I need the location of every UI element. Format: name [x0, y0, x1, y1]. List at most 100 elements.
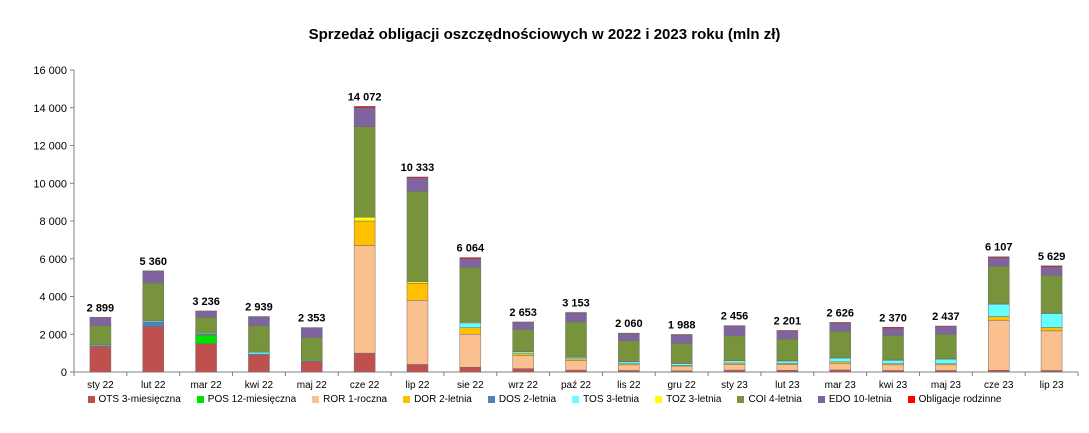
bar-segment [353, 245, 376, 354]
bar-segment [882, 327, 904, 329]
bar-segment [618, 333, 640, 341]
total-data-label: 2 060 [615, 318, 643, 330]
bar-segment [987, 303, 1010, 317]
total-data-label: 14 072 [348, 91, 382, 103]
bar-segment [512, 329, 534, 352]
bar-segment [618, 361, 640, 364]
total-data-label: 2 437 [932, 311, 960, 323]
bar-segment [301, 327, 323, 338]
x-tick-label: sty 23 [721, 380, 748, 391]
labels: 2 899 sty 22 5 360 lut 22 3 236 mar 22 2 939 kw… [87, 91, 1066, 391]
y-tick-label: 4 000 [39, 292, 67, 304]
bar-segment [776, 360, 799, 364]
bar-segment [987, 256, 1010, 258]
bar-segment [353, 352, 376, 373]
total-data-label: 2 899 [87, 302, 115, 314]
bar-segment [142, 326, 165, 373]
bars [89, 106, 1063, 373]
bar-segment [353, 106, 376, 108]
legend-label: POS 12-miesięczna [207, 394, 297, 405]
bar-segment [459, 367, 482, 373]
x-tick-label: kwi 22 [245, 380, 274, 391]
x-tick-label: sie 22 [457, 380, 484, 391]
bar-segment [987, 257, 1010, 267]
x-tick-label: lip 23 [1040, 380, 1064, 391]
bar-segment [142, 282, 165, 322]
bar-segment [723, 369, 746, 373]
legend-item: COI 4-letnia [737, 394, 802, 405]
x-tick-label: cze 22 [350, 380, 380, 391]
bar-segment [512, 368, 534, 373]
legend-item: Obligacje rodzinne [907, 394, 1001, 405]
total-data-label: 2 370 [879, 312, 907, 324]
bar-segment [670, 363, 693, 366]
legend-label: EDO 10-letnia [828, 394, 892, 405]
total-data-label: 2 653 [509, 307, 537, 319]
bar-segment [670, 343, 693, 364]
bar-segment [565, 360, 587, 371]
bar-segment [195, 317, 217, 334]
bar-segment [723, 335, 746, 361]
x-tick-label: kwi 23 [879, 380, 908, 391]
bar-segment [195, 334, 217, 344]
total-data-label: 10 333 [401, 162, 435, 174]
bar-segment [776, 370, 799, 373]
y-tick-label: 8 000 [39, 216, 67, 228]
bar-segment [618, 364, 640, 371]
bar-segment [406, 300, 429, 365]
bar-segment [512, 352, 534, 356]
bar-segment [987, 265, 1010, 305]
legend-item: TOS 3-letnia [572, 394, 639, 405]
total-data-label: 2 456 [721, 311, 749, 323]
legend-swatch [817, 396, 825, 403]
total-data-label: 1 988 [668, 319, 696, 331]
bar-segment [195, 310, 217, 318]
bar-segment [565, 369, 587, 373]
bar-segment [248, 316, 270, 327]
bar-segment [142, 270, 165, 284]
bar-segment [565, 312, 587, 314]
legend-label: COI 4-letnia [748, 394, 802, 405]
legend-label: ROR 1-roczna [323, 394, 388, 405]
x-tick-label: lis 22 [617, 380, 641, 391]
legend-swatch [572, 396, 580, 403]
bar-segment [882, 335, 904, 361]
chart-title: Sprzedaż obligacji oszczędnościowych w 2… [308, 26, 781, 43]
legend-item: DOS 2-letnia [487, 394, 556, 405]
bar-segment [935, 364, 957, 371]
legend-swatch [196, 396, 204, 403]
bar-segment [935, 334, 957, 360]
bar-segment [459, 266, 482, 323]
x-tick-label: paź 22 [561, 380, 591, 391]
bar-segment [776, 338, 799, 361]
bar-segment [776, 364, 799, 371]
bar-segment [512, 322, 534, 330]
legend-item: TOZ 3-letnia [655, 394, 721, 405]
legend-item: ROR 1-roczna [312, 394, 387, 405]
total-data-label: 2 201 [774, 315, 802, 327]
bar-segment [829, 369, 851, 373]
x-tick-label: sty 22 [87, 380, 114, 391]
x-tick-label: maj 23 [931, 380, 961, 391]
bar-segment [829, 330, 851, 358]
bar-segment [565, 358, 587, 361]
legend-item: EDO 10-letnia [817, 394, 892, 405]
legend-label: OTS 3-miesięczna [98, 394, 181, 405]
x-tick-label: lip 22 [406, 380, 430, 391]
bar-segment [935, 358, 957, 364]
bar-segment [459, 257, 482, 259]
total-data-label: 3 153 [562, 297, 590, 309]
bar-segment [512, 355, 534, 369]
x-tick-label: lut 22 [141, 380, 166, 391]
total-data-label: 2 626 [826, 307, 854, 319]
bar-segment [829, 357, 851, 363]
bar-segment [618, 332, 640, 335]
y-tick-label: 16 000 [33, 65, 67, 77]
bar-segment [353, 126, 376, 218]
legend-label: TOZ 3-letnia [666, 394, 722, 405]
bar-segment [406, 190, 429, 283]
bar-segment [248, 351, 270, 355]
axes: 0 2 000 4 000 6 000 8 000 10 000 12 000 14 000 1… [33, 65, 1079, 379]
bar-segment [935, 325, 957, 327]
